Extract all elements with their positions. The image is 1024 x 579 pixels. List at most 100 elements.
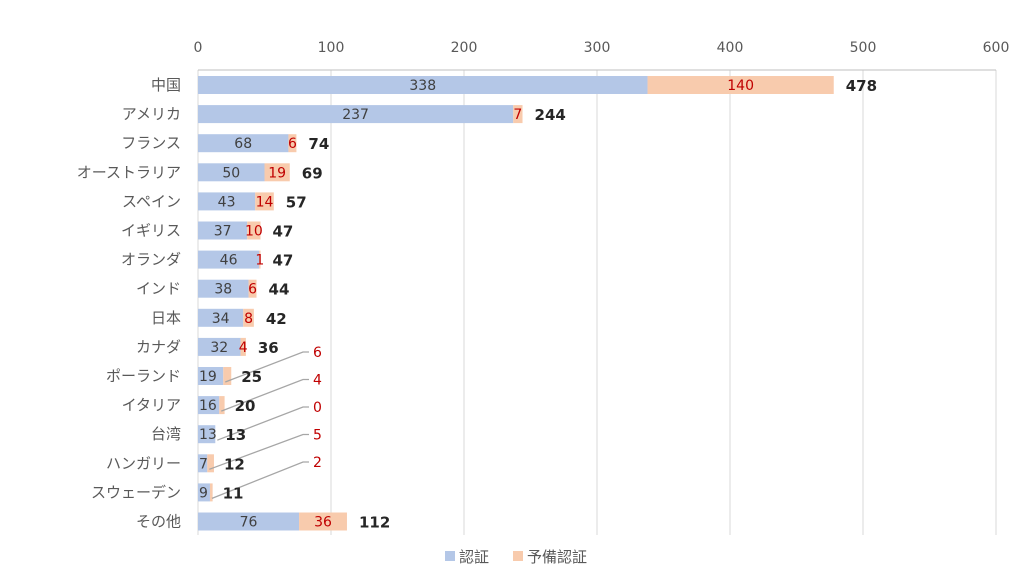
data-label-series1: 76 xyxy=(240,515,258,531)
category-label: オランダ xyxy=(121,251,181,269)
data-label-total: 74 xyxy=(308,135,329,153)
data-label-total: 25 xyxy=(241,368,262,386)
data-label-series1: 13 xyxy=(199,427,217,443)
bar-series1 xyxy=(198,279,249,298)
leader-line xyxy=(209,433,309,470)
data-label-series1: 237 xyxy=(342,107,369,123)
x-tick-label: 500 xyxy=(850,40,877,56)
category-label: その他 xyxy=(136,513,181,531)
data-label-series2: 19 xyxy=(268,165,286,181)
category-label: 台湾 xyxy=(151,425,181,443)
category-labels: 中国アメリカフランスオーストラリアスペインイギリスオランダインド日本カナダポーラ… xyxy=(77,76,181,531)
data-label-total: 11 xyxy=(223,484,244,502)
leader-line xyxy=(211,461,309,500)
bar-series1 xyxy=(198,425,216,444)
bar-series2 xyxy=(243,308,254,327)
x-tick-label: 0 xyxy=(194,40,203,56)
category-label: 日本 xyxy=(151,309,181,327)
x-tick-label: 200 xyxy=(451,40,478,56)
data-label-total: 112 xyxy=(359,514,390,532)
data-label-series1: 37 xyxy=(214,224,232,240)
leader-line xyxy=(217,406,309,441)
data-label-total: 44 xyxy=(269,281,290,299)
legend-swatch-series1 xyxy=(445,551,455,561)
bar-series2 xyxy=(240,337,246,356)
data-label-series1: 46 xyxy=(220,253,238,269)
data-label-total: 42 xyxy=(266,310,287,328)
bar-series2 xyxy=(248,279,257,298)
data-label-total: 69 xyxy=(302,164,323,182)
category-label: オーストラリア xyxy=(77,163,181,181)
data-label-series1: 32 xyxy=(210,340,228,356)
x-tick-label: 600 xyxy=(983,40,1010,56)
data-label-series2: 6 xyxy=(313,345,322,361)
grid-lines xyxy=(197,69,997,535)
bar-series1 xyxy=(198,76,648,94)
x-tick-label: 100 xyxy=(318,40,345,56)
data-label-series2: 14 xyxy=(256,194,274,210)
data-label-series2: 7 xyxy=(513,107,522,123)
data-label-series2: 8 xyxy=(244,311,253,327)
data-label-series2: 36 xyxy=(314,515,332,531)
leader-line xyxy=(225,351,309,383)
legend-label-series2: 予備認証 xyxy=(527,548,587,566)
data-label-series1: 7 xyxy=(199,456,208,472)
bar-series2 xyxy=(647,76,834,94)
bar-series1 xyxy=(198,221,248,240)
data-label-series1: 19 xyxy=(199,369,217,385)
bar-series2 xyxy=(299,512,347,531)
bar-series2 xyxy=(219,396,225,415)
bar-series2 xyxy=(264,163,290,182)
data-label-series2: 4 xyxy=(239,340,248,356)
bar-series1 xyxy=(198,308,244,327)
bar-series2 xyxy=(259,250,261,269)
bar-series1 xyxy=(198,396,220,415)
data-label-series2: 4 xyxy=(313,373,322,389)
data-label-total: 12 xyxy=(224,455,245,473)
data-label-series1: 38 xyxy=(214,282,232,298)
data-label-total: 57 xyxy=(286,193,307,211)
category-label: スウェーデン xyxy=(91,483,181,501)
bar-series1 xyxy=(198,337,241,356)
data-label-total: 36 xyxy=(258,339,279,357)
category-label: インド xyxy=(136,280,181,298)
category-label: カナダ xyxy=(136,338,181,356)
data-label-series1: 338 xyxy=(409,78,436,94)
legend-swatch-series2 xyxy=(513,551,523,561)
x-tick-label: 400 xyxy=(717,40,744,56)
category-label: 中国 xyxy=(151,76,181,94)
bar-series1 xyxy=(198,163,265,182)
bar-series2 xyxy=(247,221,261,240)
category-label: イタリア xyxy=(122,396,181,414)
bar-series2 xyxy=(255,192,274,211)
data-label-series1: 9 xyxy=(199,485,208,501)
data-label-series2: 1 xyxy=(255,253,264,269)
bar-series1 xyxy=(198,192,256,211)
data-label-series2: 0 xyxy=(313,400,322,416)
bar-series1 xyxy=(198,250,260,269)
bar-series1 xyxy=(198,134,289,153)
data-label-series1: 50 xyxy=(222,165,240,181)
bar-series1 xyxy=(198,512,300,531)
bar-series2 xyxy=(223,367,232,385)
category-label: ハンガリー xyxy=(106,454,181,472)
data-label-series2: 10 xyxy=(245,224,263,240)
data-label-series1: 68 xyxy=(234,136,252,152)
bar-series1 xyxy=(198,483,210,502)
x-tick-label: 300 xyxy=(584,40,611,56)
data-label-total: 47 xyxy=(273,223,294,241)
leader-line xyxy=(221,378,309,412)
data-label-total: 244 xyxy=(535,106,566,124)
category-label: フランス xyxy=(121,134,181,152)
bar-series2 xyxy=(513,105,523,124)
bars xyxy=(198,76,834,531)
category-label: ポーランド xyxy=(106,367,181,385)
data-label-series1: 43 xyxy=(218,194,236,210)
category-label: アメリカ xyxy=(122,105,181,123)
data-label-total: 20 xyxy=(235,397,256,415)
data-label-series2: 140 xyxy=(727,78,754,94)
data-label-total: 478 xyxy=(846,77,877,95)
data-label-series2: 5 xyxy=(313,428,322,444)
